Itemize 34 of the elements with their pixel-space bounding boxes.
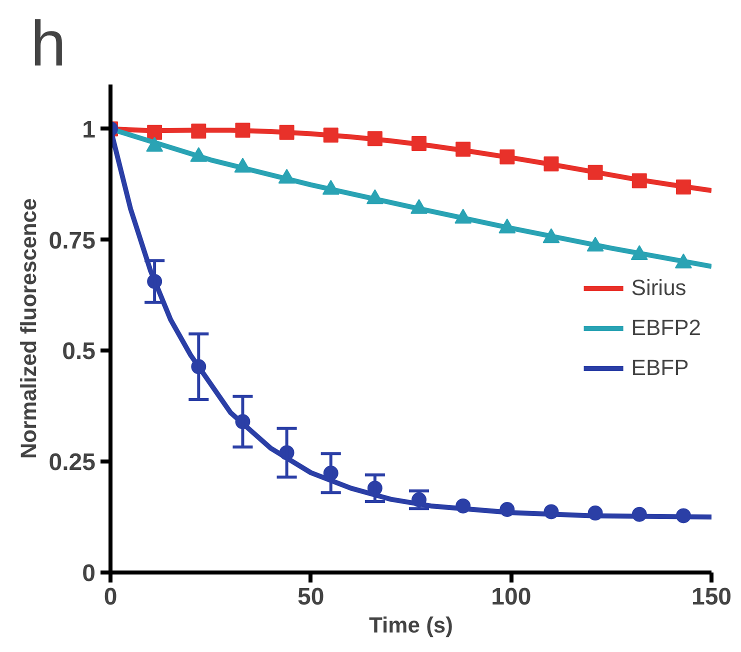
y-axis-title: Normalized fluorescence — [16, 198, 41, 459]
point — [323, 128, 338, 143]
x-tick-label: 50 — [297, 584, 324, 610]
x-tick-label: 150 — [691, 584, 732, 610]
point — [588, 506, 603, 521]
point — [500, 149, 515, 164]
x-axis-title: Time (s) — [369, 612, 453, 638]
y-tick-label: 0.75 — [48, 227, 96, 254]
point — [191, 124, 206, 139]
point — [235, 122, 250, 138]
point — [500, 502, 515, 517]
chart-title: h — [30, 8, 66, 80]
point — [632, 506, 647, 522]
y-tick-label: 0.5 — [62, 338, 96, 366]
point — [676, 179, 691, 194]
point — [412, 136, 427, 152]
x-tick-label: 0 — [104, 584, 118, 610]
point — [367, 131, 382, 146]
point — [456, 142, 471, 157]
point — [544, 156, 559, 172]
legend-label: EBFP — [631, 355, 689, 381]
y-tick-label: 1 — [82, 116, 96, 144]
point — [588, 164, 603, 180]
legend-label: EBFP2 — [631, 315, 701, 341]
point — [632, 173, 647, 188]
point — [544, 504, 559, 520]
point — [676, 508, 691, 524]
y-tick-label: 0.25 — [48, 449, 96, 476]
x-tick-label: 100 — [491, 584, 532, 610]
point — [147, 124, 162, 140]
point — [456, 498, 471, 514]
legend-label: Sirius — [631, 275, 686, 301]
point — [279, 124, 294, 140]
y-tick-label: 0 — [82, 560, 96, 587]
